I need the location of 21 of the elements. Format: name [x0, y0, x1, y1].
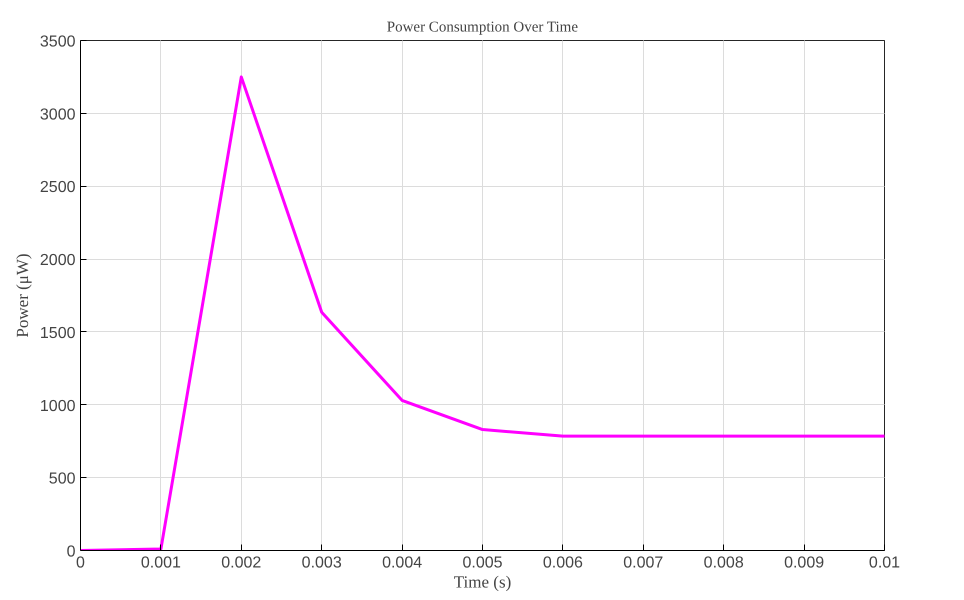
y-axis-title: Power (μW) — [12, 253, 32, 338]
x-tick-label: 0.005 — [462, 554, 503, 572]
y-tick-label: 2500 — [40, 179, 76, 196]
chart-title: Power Consumption Over Time — [386, 20, 578, 36]
y-tick-label: 0 — [66, 544, 76, 560]
y-tick-label: 2000 — [40, 252, 76, 270]
x-tick-label: 0.007 — [623, 554, 664, 572]
y-tick-label: 500 — [48, 470, 76, 488]
x-tick-label: 0.004 — [382, 554, 422, 572]
x-tick-label: 0.009 — [784, 554, 824, 572]
x-tick-label: 0.003 — [302, 554, 342, 572]
x-tick-label: 0.01 — [868, 554, 900, 572]
x-tick-label: 0.008 — [704, 554, 744, 572]
x-tick-label: 0.001 — [140, 554, 182, 572]
y-tick-label: 3500 — [40, 34, 76, 50]
x-tick-label: 0.002 — [221, 554, 262, 572]
x-axis-title: Time (s) — [454, 572, 512, 592]
y-tick-label: 1500 — [40, 324, 76, 342]
y-tick-label: 3000 — [40, 106, 76, 124]
x-tick-label: 0.006 — [542, 554, 584, 572]
y-tick-label: 1000 — [40, 398, 76, 415]
